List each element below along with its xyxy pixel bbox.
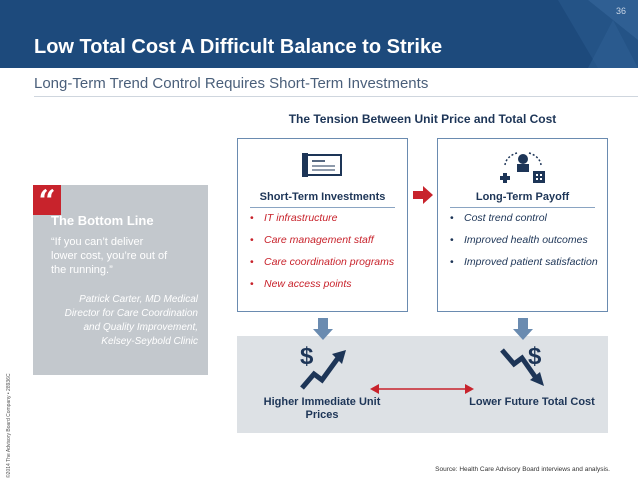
higher-unit-prices-label: Higher Immediate Unit Prices xyxy=(263,396,381,421)
care-network-icon xyxy=(499,152,545,183)
short-term-divider xyxy=(250,207,395,208)
list-item: Care coordination programs xyxy=(250,256,398,269)
quote-mark-icon: “ xyxy=(33,185,61,219)
subtitle-divider xyxy=(34,96,638,97)
quote-content: “ The Bottom Line “If you can’t deliver … xyxy=(33,185,208,375)
tension-title: The Tension Between Unit Price and Total… xyxy=(288,112,557,126)
copyright-text: ©2014 The Advisory Board Company • 28936… xyxy=(6,373,12,478)
lower-total-cost-label: Lower Future Total Cost xyxy=(469,396,595,408)
list-item: Improved health outcomes xyxy=(450,234,598,247)
dollar-rising-icon: $ xyxy=(300,343,346,390)
short-term-list: IT infrastructure Care management staff … xyxy=(250,212,398,300)
quote-text: “If you can’t deliver lower cost, you’re… xyxy=(51,236,168,276)
header-band: 36 Low Total Cost A Difficult Balance to… xyxy=(0,0,638,68)
long-term-heading: Long-Term Payoff xyxy=(475,191,570,203)
svg-text:$: $ xyxy=(300,343,314,370)
list-item: Improved patient satisfaction xyxy=(450,256,598,269)
short-term-heading: Short-Term Investments xyxy=(259,191,386,203)
long-term-divider xyxy=(450,207,595,208)
long-term-box: Long-Term Payoff Cost trend control Impr… xyxy=(437,138,608,312)
page-subtitle: Long-Term Trend Control Requires Short-T… xyxy=(34,75,429,92)
logo-decoration-icon xyxy=(558,0,638,68)
source-note: Source: Health Care Advisory Board inter… xyxy=(435,466,610,473)
slide-number: 36 xyxy=(615,6,626,16)
quote-attribution: Patrick Carter, MD Medical Director for … xyxy=(64,294,198,347)
list-item: Care management staff xyxy=(250,234,398,247)
check-icon xyxy=(301,153,342,177)
list-item: New access points xyxy=(250,278,398,291)
quote-panel xyxy=(33,185,208,375)
quote-heading: The Bottom Line xyxy=(51,213,154,228)
double-arrow-icon xyxy=(370,384,474,394)
dollar-falling-icon: $ xyxy=(500,343,544,386)
list-item: IT infrastructure xyxy=(250,212,398,225)
long-term-list: Cost trend control Improved health outco… xyxy=(450,212,598,278)
list-item: Cost trend control xyxy=(450,212,598,225)
svg-text:$: $ xyxy=(528,343,542,370)
arrow-right-icon xyxy=(413,186,433,204)
page-title: Low Total Cost A Difficult Balance to St… xyxy=(34,36,443,58)
arrow-down-icon xyxy=(313,318,333,340)
outcome-band xyxy=(237,336,608,433)
short-term-box: Short-Term Investments IT infrastructure… xyxy=(237,138,408,312)
arrow-down-icon xyxy=(513,318,533,340)
